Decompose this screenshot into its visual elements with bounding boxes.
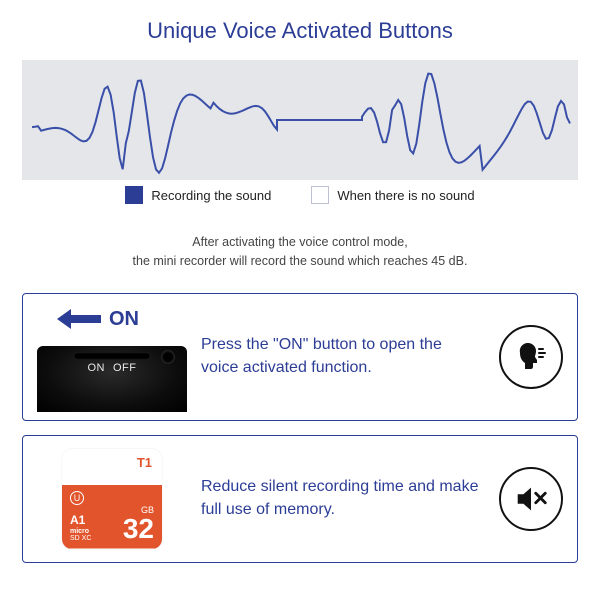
legend-recording: Recording the sound bbox=[125, 186, 271, 204]
sd-class-icon: U bbox=[70, 491, 84, 505]
legend-silent: When there is no sound bbox=[311, 186, 474, 204]
caption-line2: the mini recorder will record the sound … bbox=[133, 254, 468, 268]
legend-swatch-filled bbox=[125, 186, 143, 204]
on-label: ON bbox=[109, 308, 139, 331]
legend-label-silent: When there is no sound bbox=[337, 188, 474, 203]
feature-row-on: ON ON OFF Press the "ON" button to open … bbox=[22, 293, 578, 421]
device-illustration: ON ON OFF bbox=[37, 302, 187, 412]
speaking-head-icon bbox=[499, 325, 563, 389]
waveform-panel: Recording the sound When there is no sou… bbox=[22, 60, 578, 215]
arrow-left-icon bbox=[57, 309, 101, 329]
mute-icon bbox=[499, 467, 563, 531]
sd-card-illustration: T1 U A1 microSD XC GB 32 bbox=[37, 444, 187, 554]
device-on-text: ON bbox=[88, 362, 106, 374]
legend-swatch-empty bbox=[311, 186, 329, 204]
legend-label-recording: Recording the sound bbox=[151, 188, 271, 203]
sd-micro-label: microSD XC bbox=[70, 528, 91, 543]
legend: Recording the sound When there is no sou… bbox=[22, 186, 578, 204]
device-off-text: OFF bbox=[113, 362, 137, 374]
sd-capacity-label: 32 bbox=[123, 515, 154, 543]
waveform-chart bbox=[22, 60, 578, 180]
sd-a1-label: A1 bbox=[70, 513, 85, 527]
feature-text-on: Press the "ON" button to open the voice … bbox=[197, 334, 483, 379]
sd-t1-label: T1 bbox=[137, 455, 152, 470]
feature-text-memory: Reduce silent recording time and make fu… bbox=[197, 476, 483, 521]
caption-line1: After activating the voice control mode, bbox=[192, 235, 407, 249]
feature-row-memory: T1 U A1 microSD XC GB 32 Reduce silent r… bbox=[22, 435, 578, 563]
recorder-device: ON OFF bbox=[37, 346, 187, 412]
page-title: Unique Voice Activated Buttons bbox=[22, 18, 578, 44]
caption: After activating the voice control mode,… bbox=[22, 233, 578, 271]
